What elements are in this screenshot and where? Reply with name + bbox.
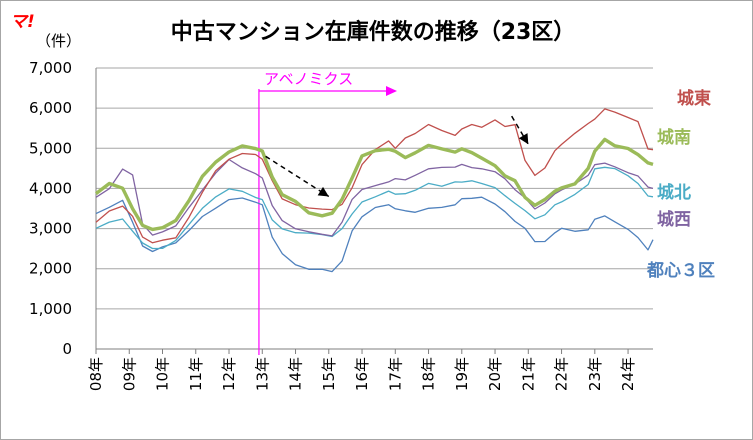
- x-tick-label: 22年: [553, 357, 571, 391]
- series-label-0: 城東: [677, 88, 711, 109]
- series-line-0: [95, 108, 654, 244]
- series-label-4: 都心３区: [646, 260, 715, 281]
- trend-arrow-head: [317, 186, 329, 197]
- x-tick-label: 20年: [486, 357, 504, 391]
- x-tick-label: 23年: [586, 357, 604, 391]
- series-label-3: 城西: [657, 210, 691, 230]
- series-line-4: [95, 196, 654, 273]
- x-tick-label: 17年: [386, 357, 404, 391]
- abenomics-annotation: アベノミクス: [258, 70, 397, 355]
- y-tick-label: 4,000: [29, 179, 72, 197]
- x-tick-label: 16年: [353, 357, 371, 391]
- abenomics-label: アベノミクス: [264, 70, 353, 88]
- x-tick-label: 21年: [519, 357, 537, 391]
- y-tick-label: 0: [62, 340, 72, 358]
- y-tick-label: 5,000: [29, 139, 72, 157]
- unit-label: （件）: [36, 32, 81, 50]
- x-tick-label: 09年: [120, 357, 138, 391]
- x-tick-label: 15年: [320, 357, 338, 391]
- y-tick-label: 2,000: [29, 260, 72, 278]
- series-label-2: 城北: [657, 183, 691, 203]
- trend-arrow-line: [265, 155, 330, 198]
- brand-logo: マ!: [10, 12, 35, 32]
- x-tick-label: 13年: [253, 357, 271, 391]
- x-tick-label: 19年: [453, 357, 471, 391]
- y-axis-ticks: 0 1,000 2,000 3,000 4,000 5,000 6,000 7,000: [29, 59, 72, 358]
- x-tick-label: 18年: [420, 357, 438, 391]
- y-tick-label: 1,000: [29, 300, 72, 318]
- series-label-1: 城南: [657, 127, 691, 148]
- trend-arrow-head: [518, 133, 529, 145]
- x-tick-label: 24年: [619, 357, 637, 391]
- x-tick-label: 11年: [187, 357, 205, 391]
- chart-title: 中古マンション在庫件数の推移（23区）: [171, 19, 576, 45]
- x-tick-label: 14年: [287, 357, 305, 391]
- y-tick-label: 6,000: [29, 99, 72, 117]
- abenomics-arrow-head: [386, 86, 397, 96]
- x-tick-label: 12年: [220, 357, 238, 391]
- x-tick-label: 08年: [87, 357, 105, 391]
- x-axis-ticks: 08年 09年 10年 11年 12年 13年 14年 15年 16年 17年 18年 19年 20年 2…: [87, 349, 637, 391]
- y-tick-label: 3,000: [29, 220, 72, 238]
- trend-arrows: [265, 115, 529, 198]
- gridlines: [95, 67, 653, 350]
- x-tick-label: 10年: [154, 357, 172, 391]
- y-tick-label: 7,000: [29, 59, 72, 77]
- series-line-1: [94, 137, 654, 232]
- series-line-2: [95, 166, 654, 250]
- series-lines: [94, 108, 654, 273]
